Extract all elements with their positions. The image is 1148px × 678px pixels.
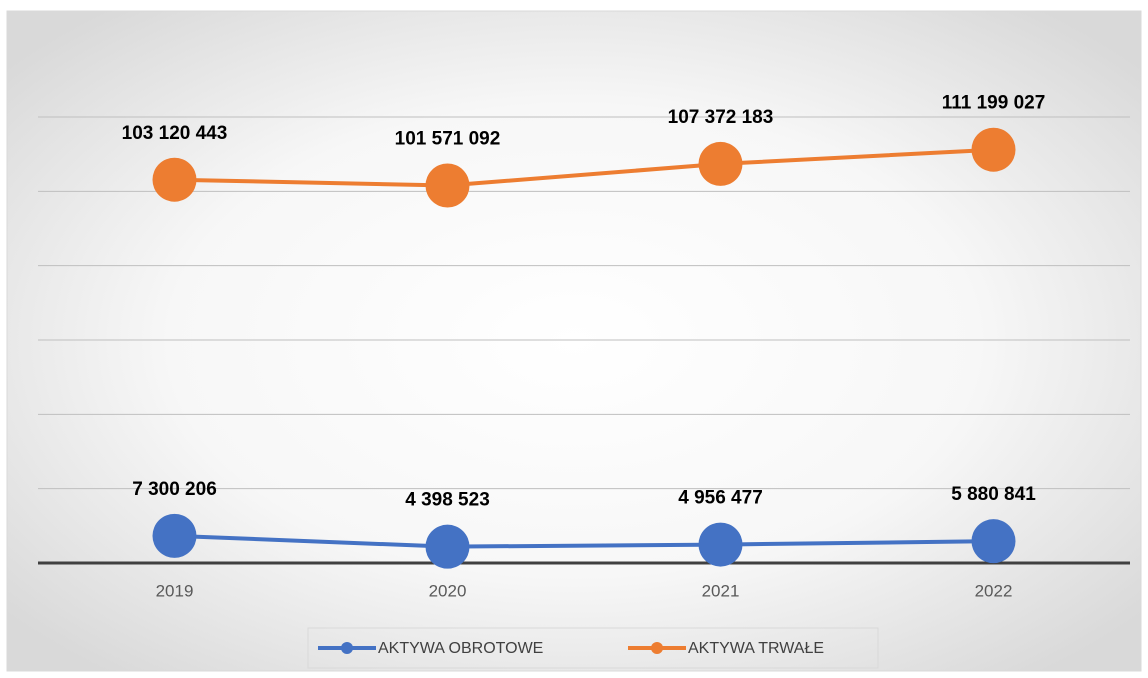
x-tick-label: 2020 xyxy=(429,581,467,600)
data-label: 107 372 183 xyxy=(668,107,774,128)
data-label: 101 571 092 xyxy=(395,129,501,150)
legend-box xyxy=(307,627,879,669)
data-label: 103 120 443 xyxy=(122,123,228,144)
marker xyxy=(971,127,1016,172)
data-label: 5 880 841 xyxy=(951,484,1036,505)
x-tick-label: 2022 xyxy=(975,581,1013,600)
chart-area xyxy=(6,10,1142,672)
series-line xyxy=(174,533,994,549)
legend-label: AKTYWA OBROTOWE xyxy=(378,640,543,657)
x-tick-label: 2019 xyxy=(156,581,194,600)
marker xyxy=(698,522,743,567)
data-label: 111 199 027 xyxy=(942,93,1046,114)
marker xyxy=(152,513,197,558)
marker xyxy=(425,524,470,569)
data-label: 7 300 206 xyxy=(132,479,217,500)
series-line xyxy=(174,147,994,188)
marker xyxy=(971,519,1016,564)
x-tick-label: 2021 xyxy=(702,581,740,600)
legend-marker xyxy=(651,642,663,654)
data-label: 4 956 477 xyxy=(678,488,763,509)
legend-marker xyxy=(341,642,353,654)
legend-label: AKTYWA TRWAŁE xyxy=(688,640,824,657)
marker xyxy=(698,141,743,186)
data-label: 4 398 523 xyxy=(405,490,490,511)
marker xyxy=(425,163,470,208)
marker xyxy=(152,157,197,202)
